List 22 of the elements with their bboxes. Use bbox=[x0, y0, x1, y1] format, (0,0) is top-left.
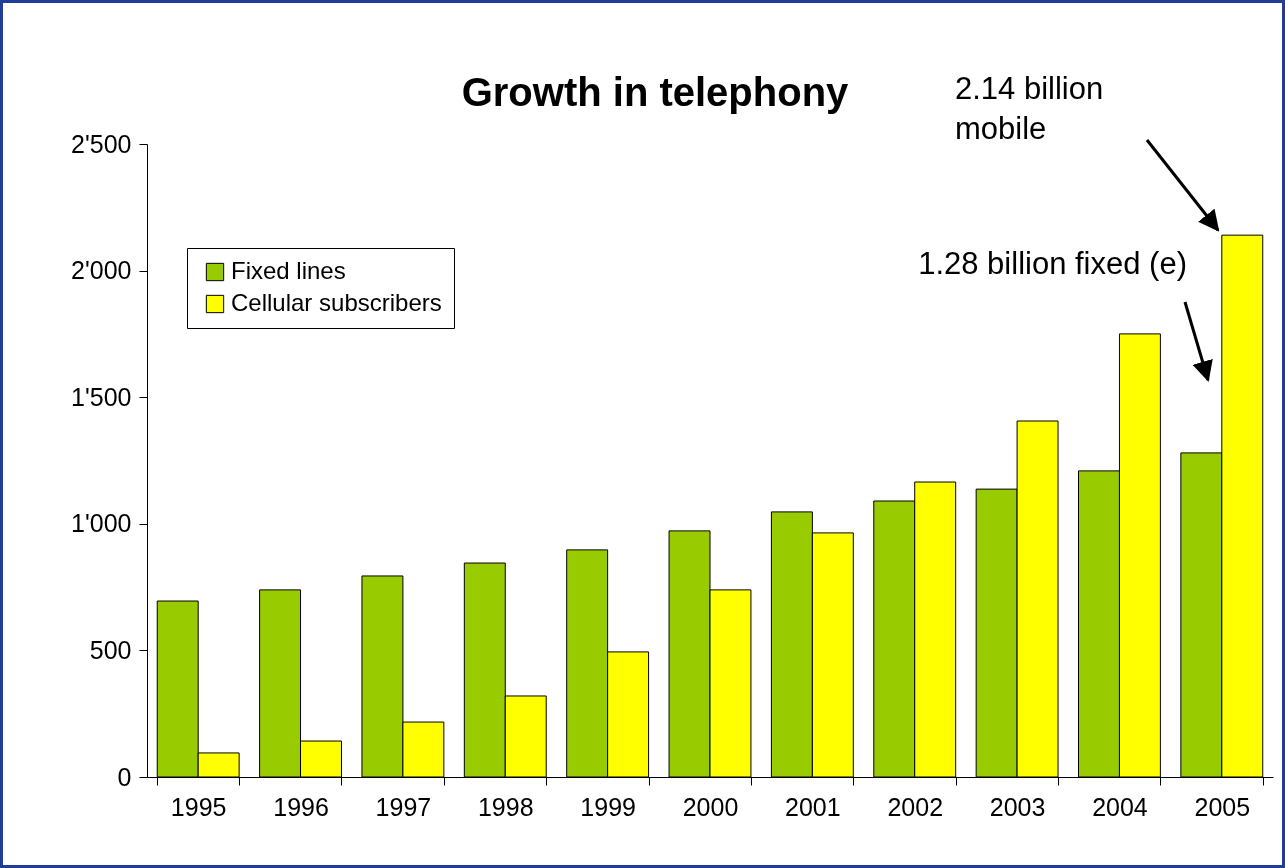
x-tick-label: 2001 bbox=[785, 792, 841, 821]
x-tick-label: 2002 bbox=[887, 792, 944, 821]
y-tick-label: 0 bbox=[117, 762, 132, 791]
y-tick-label: 1'500 bbox=[71, 382, 132, 411]
x-tick-label: 2004 bbox=[1092, 792, 1148, 821]
y-tick-label: 2'500 bbox=[71, 129, 132, 158]
x-tick-label: 1996 bbox=[273, 792, 329, 821]
x-tick-label: 1997 bbox=[375, 792, 432, 821]
y-tick-label: 2'000 bbox=[71, 256, 132, 285]
annotation: 2.14 billion mobile bbox=[955, 71, 1104, 146]
y-tick-label: 1'000 bbox=[71, 509, 132, 538]
y-tick-label: 500 bbox=[89, 635, 132, 664]
chart-title: Growth in telephony bbox=[461, 70, 850, 114]
x-tick-label: 2003 bbox=[989, 792, 1046, 821]
x-tick-label: 1995 bbox=[170, 792, 227, 821]
x-tick-label: 1998 bbox=[477, 792, 534, 821]
legend-label: Fixed lines bbox=[231, 257, 346, 284]
x-tick-label: 2005 bbox=[1194, 792, 1251, 821]
x-tick-label: 2000 bbox=[682, 792, 739, 821]
annotation: 1.28 billion fixed (e) bbox=[918, 246, 1187, 281]
x-tick-label: 1999 bbox=[580, 792, 636, 821]
legend-label: Cellular subscribers bbox=[231, 289, 442, 316]
